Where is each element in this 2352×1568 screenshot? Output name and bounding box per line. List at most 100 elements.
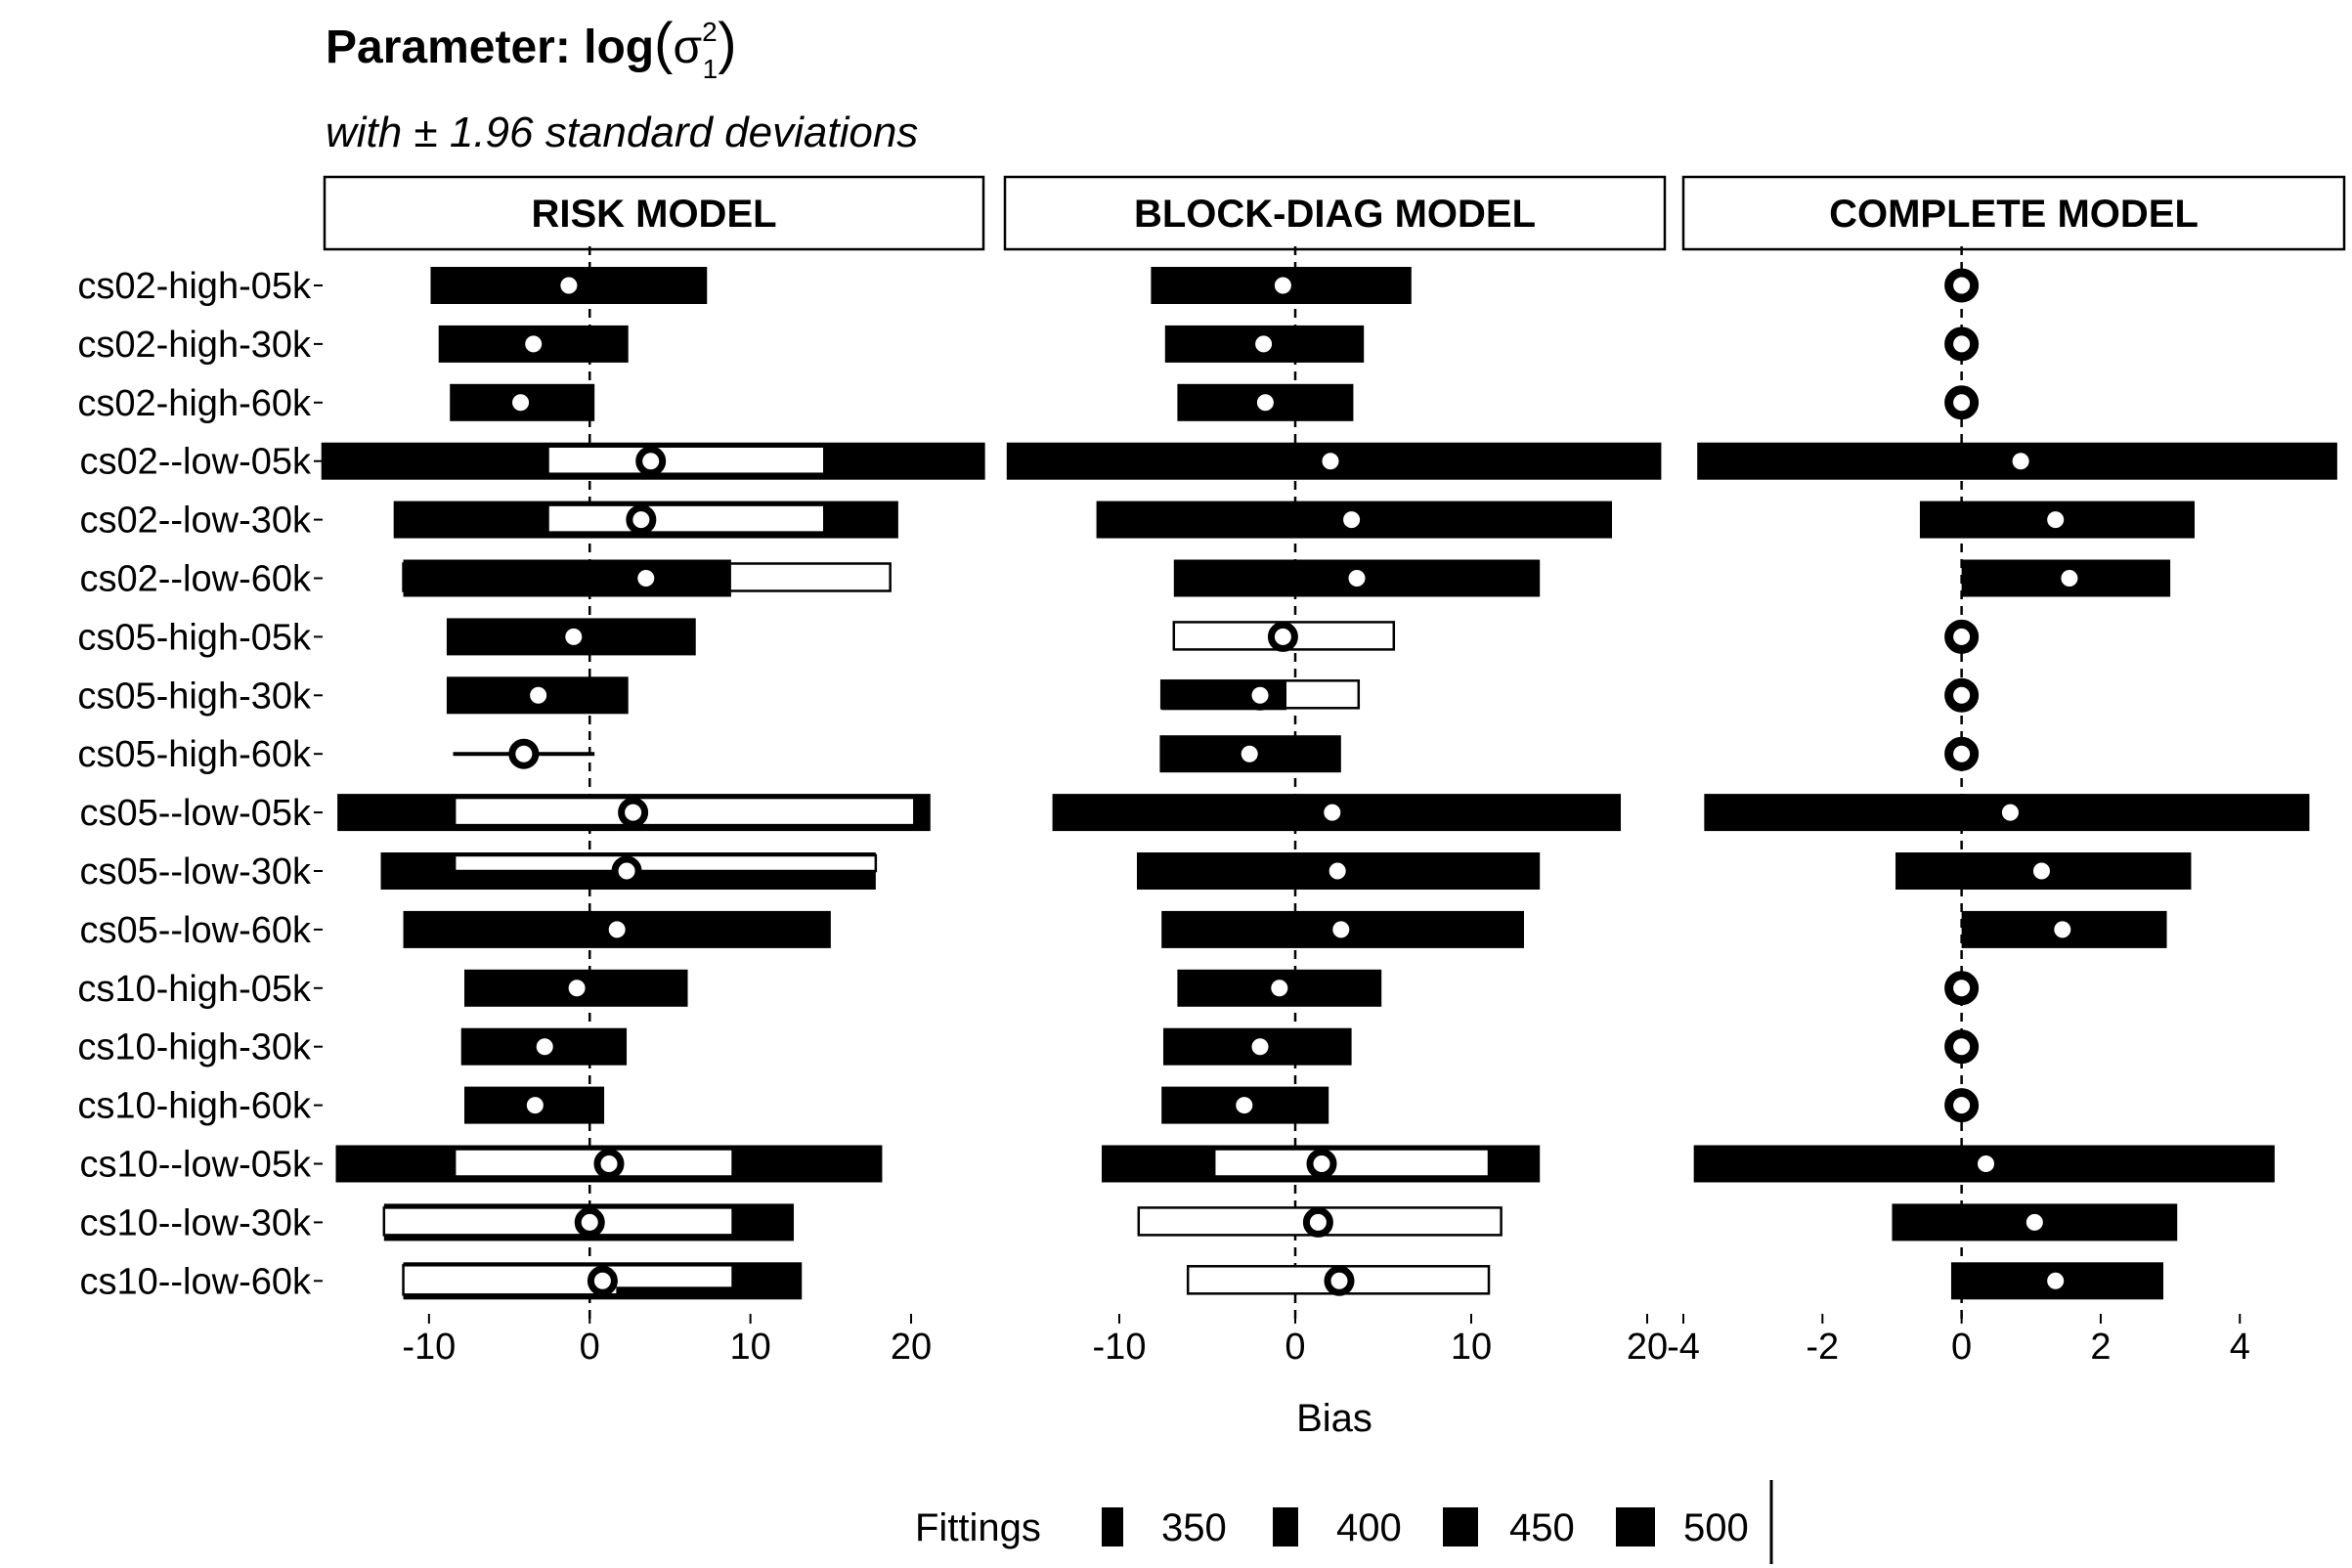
- category-label: cs10-high-05k: [77, 969, 312, 1010]
- point-estimate: [2054, 563, 2085, 593]
- point-estimate: [1302, 1206, 1333, 1238]
- chart-title-paren-close: ): [718, 12, 736, 75]
- point-estimate: [1322, 855, 1353, 887]
- point-estimate: [1306, 1149, 1337, 1179]
- panel-strip: [1003, 175, 1667, 251]
- legend-key-350: [1102, 1507, 1123, 1546]
- point-estimate: [635, 446, 667, 477]
- point-estimate: [587, 1265, 618, 1296]
- interval-bar: [616, 1286, 733, 1298]
- point-estimate: [2040, 1265, 2071, 1296]
- category-labels: cs02-high-05k cs02-high-30k cs02-high-60k c…: [77, 266, 323, 1302]
- interval-bar-open: [453, 1148, 734, 1178]
- point-estimate: [1944, 385, 1980, 420]
- point-estimate: [1317, 797, 1348, 828]
- x-tick-label: 2: [2090, 1327, 2111, 1368]
- x-tick-label: -4: [1667, 1327, 1700, 1368]
- category-label: cs10--low-30k: [79, 1202, 312, 1243]
- category-label: cs02-high-60k: [77, 383, 312, 424]
- category-label: cs02-high-30k: [77, 325, 312, 366]
- point-estimate: [1994, 797, 2025, 828]
- legend-label-400: 400: [1336, 1506, 1402, 1549]
- point-estimate: [2025, 855, 2057, 887]
- category-label: cs10-high-30k: [77, 1027, 312, 1068]
- x-tick-label: 20: [891, 1327, 932, 1368]
- x-tick-label: 0: [1951, 1327, 1972, 1368]
- point-estimate: [2040, 504, 2071, 536]
- legend-key-500: [1616, 1507, 1655, 1546]
- point-estimate: [1248, 328, 1280, 360]
- point-estimate: [1971, 1149, 2002, 1179]
- point-estimate: [1324, 1265, 1355, 1296]
- legend-label-500: 500: [1683, 1506, 1749, 1549]
- x-tick-label: -10: [402, 1327, 456, 1368]
- interval-bar-open: [402, 1264, 734, 1296]
- point-estimate: [508, 738, 540, 769]
- point-estimate: [1244, 1031, 1276, 1063]
- category-label: cs05--low-30k: [79, 851, 312, 893]
- point-estimate: [1944, 1088, 1980, 1123]
- chart-title-prefix: Parameter: log: [326, 22, 654, 73]
- point-estimate: [1944, 619, 1980, 654]
- point-estimate: [631, 563, 662, 593]
- point-estimate: [1341, 563, 1372, 593]
- legend-label-350: 350: [1161, 1506, 1227, 1549]
- point-estimate: [593, 1149, 625, 1179]
- x-tick-label: -2: [1806, 1327, 1839, 1368]
- point-estimate: [1229, 1090, 1260, 1121]
- point-estimate: [2047, 914, 2078, 945]
- chart-title: Parameter: log(σ2 1): [326, 12, 737, 84]
- category-label: cs05--low-05k: [79, 793, 312, 834]
- legend: Fittings 350 400 450 500: [915, 1480, 1773, 1564]
- category-label: cs05-high-05k: [77, 617, 312, 658]
- point-estimate: [1267, 621, 1298, 652]
- point-estimate: [618, 797, 649, 828]
- category-label: cs05-high-60k: [77, 734, 312, 775]
- point-estimate: [1315, 446, 1346, 477]
- point-estimate: [553, 270, 585, 301]
- x-tick-label: 20: [1627, 1327, 1668, 1368]
- point-estimate: [519, 1090, 550, 1121]
- category-label: cs02--low-05k: [79, 442, 312, 483]
- point-estimate: [529, 1031, 560, 1063]
- point-estimate: [1267, 270, 1298, 301]
- point-estimate: [601, 914, 632, 945]
- point-estimate: [558, 621, 589, 652]
- x-tick-label: 0: [580, 1327, 600, 1368]
- chart-title-sigma: σ: [673, 22, 702, 73]
- point-estimate: [1234, 738, 1265, 769]
- category-label: cs02-high-05k: [77, 266, 312, 307]
- point-estimate: [561, 973, 592, 1004]
- x-tick-label: 10: [1451, 1327, 1492, 1368]
- interval-bar-open: [382, 1206, 734, 1237]
- panel-strip: [1681, 175, 2346, 251]
- panel-strip: [323, 175, 985, 251]
- point-estimate: [505, 387, 537, 418]
- panel-strip-label: BLOCK-DIAG MODEL: [1134, 193, 1536, 236]
- chart-title-paren-open: (: [654, 12, 673, 75]
- point-estimate: [1264, 973, 1295, 1004]
- point-estimate: [1944, 1029, 1980, 1065]
- point-estimate: [1244, 679, 1276, 711]
- point-estimate: [626, 504, 657, 536]
- legend-label-450: 450: [1509, 1506, 1575, 1549]
- category-label: cs10--low-05k: [79, 1145, 312, 1186]
- category-label: cs05--low-60k: [79, 910, 312, 951]
- point-estimate: [1944, 736, 1980, 771]
- x-tick-label: 10: [729, 1327, 770, 1368]
- legend-title: Fittings: [915, 1506, 1041, 1549]
- point-estimate: [523, 679, 554, 711]
- chart-title-sup: 2: [702, 17, 718, 47]
- interval-bar-open: [546, 503, 826, 534]
- panel-strip-label: RISK MODEL: [531, 193, 776, 236]
- point-estimate: [1336, 504, 1368, 536]
- category-label: cs05-high-30k: [77, 675, 312, 717]
- panel-3: COMPLETE MODEL -4 -2 0 2 4: [1667, 175, 2346, 1368]
- x-tick-label: 4: [2230, 1327, 2250, 1368]
- chart-subtitle: with ± 1.96 standard deviations: [326, 109, 918, 156]
- interval-bar: [403, 559, 731, 597]
- point-estimate: [2019, 1206, 2050, 1238]
- x-tick-label: -10: [1093, 1327, 1147, 1368]
- panel-strip-label: COMPLETE MODEL: [1829, 193, 2199, 236]
- x-tick-label: 0: [1285, 1327, 1305, 1368]
